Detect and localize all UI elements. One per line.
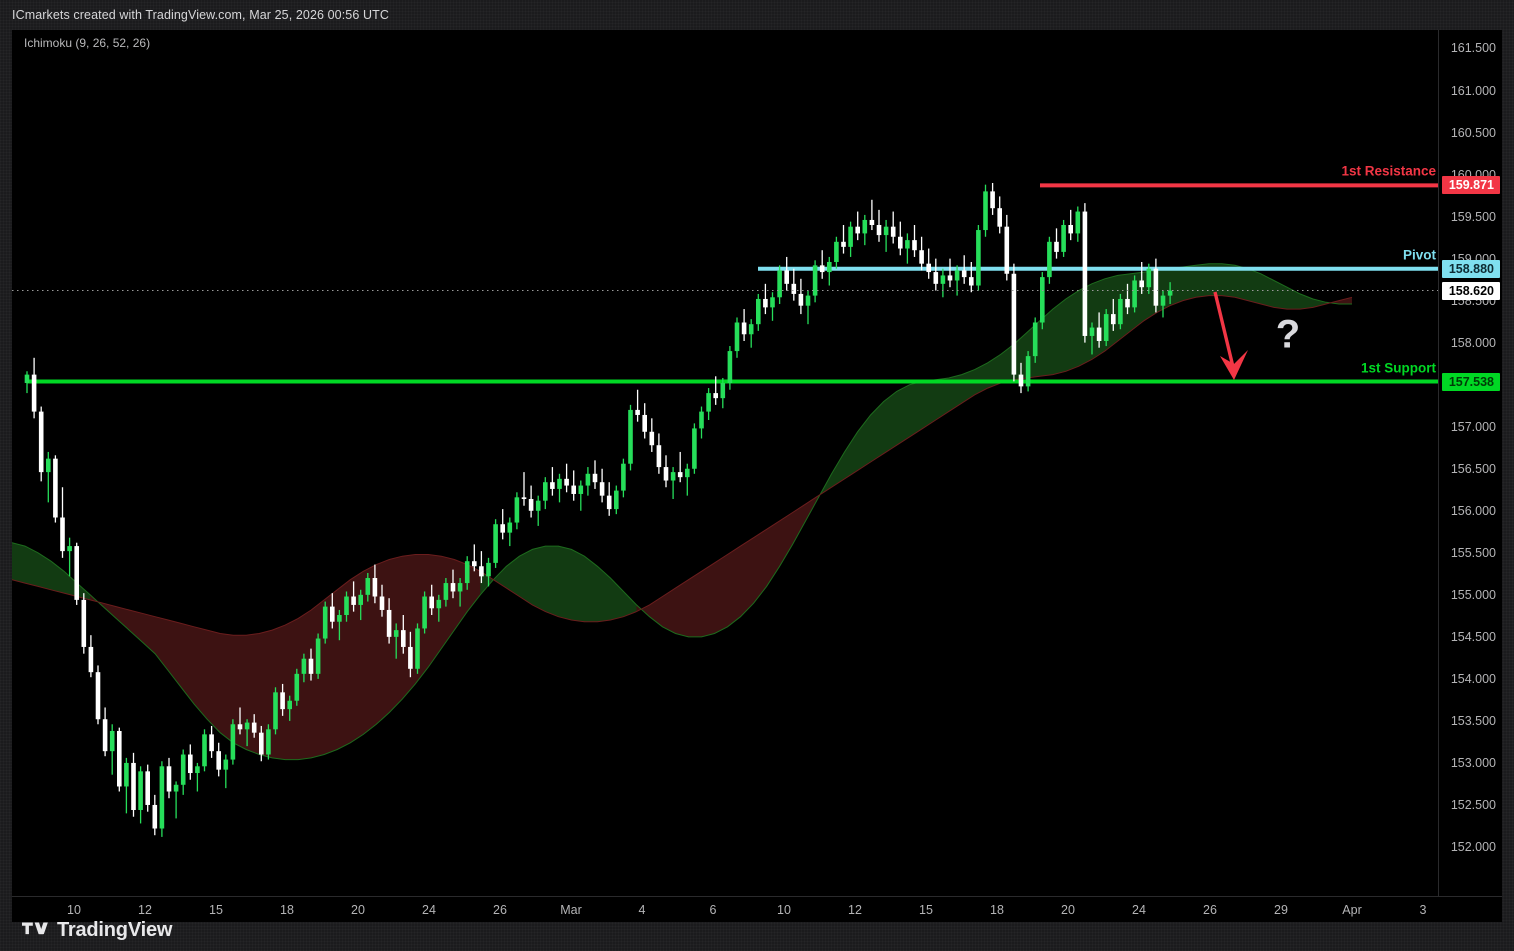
time-tick-label: Apr — [1342, 903, 1362, 917]
chart-canvas — [12, 182, 1438, 837]
time-tick-label: 20 — [1061, 903, 1075, 917]
price-tick-label: 153.500 — [1450, 713, 1496, 728]
indicator-legend[interactable]: Ichimoku (9, 26, 52, 26) — [24, 36, 151, 50]
chart-credit-text: ICmarkets created with TradingView.com, … — [12, 8, 389, 22]
price-tick-label: 155.500 — [1450, 545, 1496, 560]
price-tick-label: 153.000 — [1450, 755, 1496, 770]
time-tick-label: 26 — [1203, 903, 1217, 917]
price-tick-label: 158.000 — [1450, 335, 1496, 350]
time-tick-label: 4 — [638, 903, 646, 917]
price-tag-pivot[interactable]: 158.880 — [1441, 259, 1500, 278]
price-tick-label: 154.500 — [1450, 629, 1496, 644]
tradingview-logo-icon — [22, 922, 48, 935]
time-tick-label: 3 — [1419, 903, 1427, 917]
price-axis[interactable]: 161.500 161.000 160.500 160.000 159.500 159.0… — [1438, 30, 1502, 896]
down-arrow-icon — [1213, 291, 1248, 380]
time-axis[interactable]: 10 12 15 18 20 24 26 Mar 4 6 10 12 15 18 20 24 26 29 Apr 3 — [12, 896, 1502, 922]
time-tick-label: 15 — [919, 903, 933, 917]
price-tick-label: 160.500 — [1450, 125, 1496, 140]
time-tick-label: 10 — [67, 903, 81, 917]
time-tick-label: 6 — [709, 903, 717, 917]
tradingview-brand-label: TradingView — [57, 919, 173, 941]
time-tick-label: Mar — [560, 903, 582, 917]
question-mark-annotation: ? — [1275, 312, 1301, 357]
price-tick-label: 152.000 — [1450, 839, 1496, 854]
price-tag-1st-support[interactable]: 157.538 — [1441, 372, 1500, 391]
time-tick-label: 20 — [351, 903, 365, 917]
chart-frame: Ichimoku (9, 26, 52, 26) 161.500 161.000 1… — [12, 30, 1502, 896]
price-tick-label: 157.000 — [1450, 419, 1496, 434]
chart-plot-area[interactable] — [12, 30, 1438, 868]
price-tick-label: 152.500 — [1450, 797, 1496, 812]
time-tick-label: 24 — [422, 903, 436, 917]
time-tick-label: 18 — [990, 903, 1004, 917]
time-tick-label: 26 — [493, 903, 507, 917]
level-label-1st-support: 1st Support — [1360, 360, 1436, 375]
price-tick-label: 156.000 — [1450, 503, 1496, 518]
tradingview-footer: TradingView — [22, 919, 172, 942]
price-tick-label: 159.500 — [1450, 209, 1496, 224]
time-tick-label: 18 — [280, 903, 294, 917]
level-label-pivot: Pivot — [1402, 247, 1436, 263]
price-tick-label: 156.500 — [1450, 461, 1496, 476]
chart-header: ICmarkets created with TradingView.com, … — [0, 0, 1514, 30]
time-tick-label: 15 — [209, 903, 223, 917]
level-label-1st-resistance: 1st Resistance — [1341, 163, 1436, 179]
time-tick-label: 29 — [1274, 903, 1288, 917]
price-tick-label: 154.000 — [1450, 671, 1496, 686]
time-tick-label: 24 — [1132, 903, 1146, 917]
price-tag-1st-resistance[interactable]: 159.871 — [1441, 176, 1500, 195]
current-price-tag[interactable]: 158.620 — [1441, 281, 1500, 300]
time-tick-label: 12 — [848, 903, 862, 917]
price-tick-label: 161.000 — [1450, 83, 1496, 98]
time-tick-label: 12 — [138, 903, 152, 917]
price-tick-label: 155.000 — [1450, 587, 1496, 602]
price-tick-label: 161.500 — [1450, 41, 1496, 56]
time-tick-label: 10 — [777, 903, 791, 917]
